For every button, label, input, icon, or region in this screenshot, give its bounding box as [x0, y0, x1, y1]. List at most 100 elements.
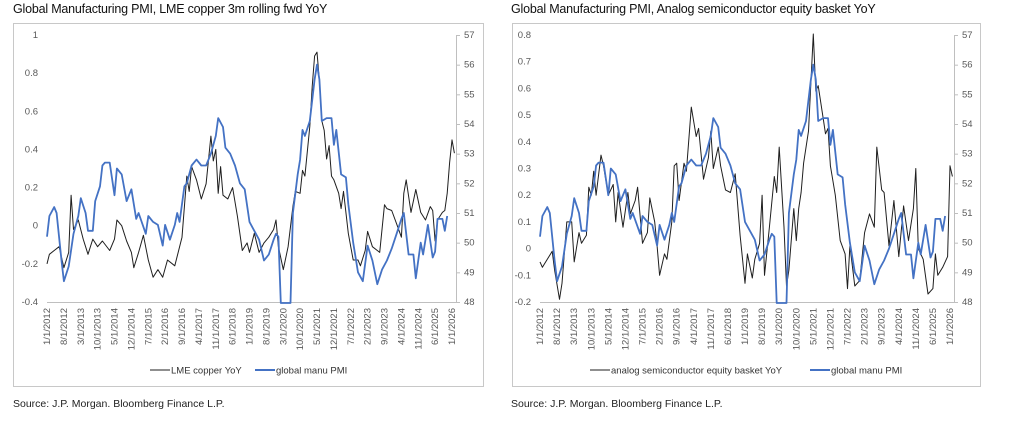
right-y-tick-label: 53	[962, 149, 973, 160]
x-tick-label: 1/1/2026	[447, 308, 458, 345]
left-y-tick-label: 0.3	[518, 164, 531, 175]
left-y-tick-label: 0.8	[518, 30, 531, 41]
left-y-tick-label: 0.4	[25, 144, 38, 155]
right-y-tick-label: 49	[464, 267, 475, 278]
right-y-tick-label: 56	[962, 60, 973, 71]
left-y-tick-label: 0	[33, 221, 38, 232]
x-tick-label: 3/1/2020	[278, 308, 289, 345]
chart-frame	[13, 23, 484, 387]
x-tick-label: 1/1/2012	[42, 308, 53, 345]
series-line-pmi	[539, 63, 946, 304]
left-y-tick-label: -0.2	[515, 297, 531, 308]
x-tick-label: 11/1/2017	[211, 308, 222, 350]
x-tick-label: 4/1/2017	[689, 308, 700, 345]
left-y-tick-label: -0.1	[515, 270, 531, 281]
right-y-tick-label: 55	[464, 89, 475, 100]
source-note-copper: Source: J.P. Morgan. Bloomberg Finance L…	[13, 398, 225, 410]
x-tick-label: 9/1/2023	[380, 308, 391, 345]
left-y-tick-label: -0.2	[22, 259, 38, 270]
x-tick-label: 12/1/2021	[329, 308, 340, 350]
series-line-pmi	[46, 63, 449, 304]
right-y-tick-label: 50	[464, 238, 475, 249]
chart-0: -0.4 -0.2 0 0.2 0.4 0.6 0.8 1 48 49 50 51 52 53 54 55 56…	[13, 23, 484, 387]
right-y-tick-label: 57	[962, 30, 973, 41]
right-y-tick-label: 48	[962, 297, 973, 308]
left-y-tick-label: 1	[33, 30, 38, 41]
right-y-tick-label: 52	[464, 178, 475, 189]
x-tick-label: 7/1/2015	[638, 308, 649, 345]
x-tick-label: 10/1/2020	[791, 308, 802, 350]
x-tick-label: 1/1/2019	[740, 308, 751, 345]
x-tick-label: 5/1/2014	[603, 308, 614, 345]
left-y-tick-label: 0.7	[518, 57, 531, 68]
right-y-tick-label: 57	[464, 30, 475, 41]
left-y-tick-label: 0.4	[518, 137, 531, 148]
legend-label: global manu PMI	[831, 366, 902, 377]
x-tick-label: 9/1/2016	[672, 308, 683, 345]
left-y-tick-label: 0	[526, 244, 531, 255]
x-tick-label: 2/1/2023	[363, 308, 374, 345]
left-y-tick-label: 0.6	[25, 106, 38, 117]
legend-label: analog semiconductor equity basket YoY	[611, 366, 783, 377]
x-tick-label: 3/1/2013	[76, 308, 87, 345]
left-y-tick-label: 0.2	[25, 183, 38, 194]
x-tick-label: 7/1/2015	[143, 308, 154, 345]
x-tick-label: 4/1/2017	[194, 308, 205, 345]
x-tick-label: 1/1/2019	[245, 308, 256, 345]
chart-title-semis: Global Manufacturing PMI, Analog semicon…	[511, 2, 876, 16]
right-y-tick-label: 51	[464, 208, 475, 219]
x-tick-label: 6/1/2018	[723, 308, 734, 345]
x-tick-label: 6/1/2025	[430, 308, 441, 345]
series-line-yoy	[539, 33, 953, 300]
x-tick-label: 10/1/2020	[295, 308, 306, 350]
x-tick-label: 8/1/2012	[552, 308, 563, 345]
x-tick-label: 12/1/2014	[620, 308, 631, 350]
x-tick-label: 11/1/2024	[911, 308, 922, 350]
legend-label: global manu PMI	[276, 366, 347, 377]
x-tick-label: 6/1/2018	[228, 308, 239, 345]
left-y-tick-label: 0.6	[518, 83, 531, 94]
chart-title-copper: Global Manufacturing PMI, LME copper 3m …	[13, 2, 328, 16]
x-tick-label: 2/1/2016	[655, 308, 666, 345]
left-y-tick-label: 0.2	[518, 190, 531, 201]
right-y-tick-label: 53	[464, 149, 475, 160]
left-y-tick-label: -0.4	[22, 297, 38, 308]
x-tick-label: 12/1/2021	[825, 308, 836, 350]
chart-frame	[512, 23, 981, 387]
right-y-tick-label: 54	[962, 119, 973, 130]
series-line-yoy	[46, 51, 455, 278]
x-tick-label: 4/1/2024	[894, 308, 905, 345]
right-y-tick-label: 54	[464, 119, 475, 130]
x-tick-label: 2/1/2016	[160, 308, 171, 345]
right-y-tick-label: 55	[962, 89, 973, 100]
x-tick-label: 3/1/2013	[569, 308, 580, 345]
x-tick-label: 8/1/2012	[59, 308, 70, 345]
right-y-tick-label: 56	[464, 60, 475, 71]
x-tick-label: 4/1/2024	[396, 308, 407, 345]
chart-1: -0.2 -0.1 0 0.1 0.2 0.3 0.4 0.5 0.6 0.7 0.8 48 49 50 5…	[512, 23, 981, 387]
x-tick-label: 7/1/2022	[346, 308, 357, 345]
x-tick-label: 6/1/2025	[928, 308, 939, 345]
left-y-tick-label: 0.8	[25, 68, 38, 79]
source-note-semis: Source: J.P. Morgan. Bloomberg Finance L…	[511, 398, 723, 410]
right-y-tick-label: 49	[962, 267, 973, 278]
x-tick-label: 1/1/2026	[945, 308, 956, 345]
left-y-tick-label: 0.1	[518, 217, 531, 228]
legend-label: LME copper YoY	[171, 366, 242, 377]
x-tick-label: 2/1/2023	[860, 308, 871, 345]
left-y-tick-label: 0.5	[518, 110, 531, 121]
right-y-tick-label: 51	[962, 208, 973, 219]
x-tick-label: 5/1/2014	[110, 308, 121, 345]
right-y-tick-label: 48	[464, 297, 475, 308]
x-tick-label: 12/1/2014	[126, 308, 137, 350]
x-tick-label: 3/1/2020	[774, 308, 785, 345]
x-tick-label: 8/1/2019	[261, 308, 272, 345]
x-tick-label: 5/1/2021	[312, 308, 323, 345]
right-y-tick-label: 50	[962, 238, 973, 249]
right-y-tick-label: 52	[962, 178, 973, 189]
x-tick-label: 11/1/2017	[706, 308, 717, 350]
x-tick-label: 5/1/2021	[808, 308, 819, 345]
x-tick-label: 1/1/2012	[535, 308, 546, 345]
x-tick-label: 11/1/2024	[413, 308, 424, 350]
x-tick-label: 9/1/2016	[177, 308, 188, 345]
